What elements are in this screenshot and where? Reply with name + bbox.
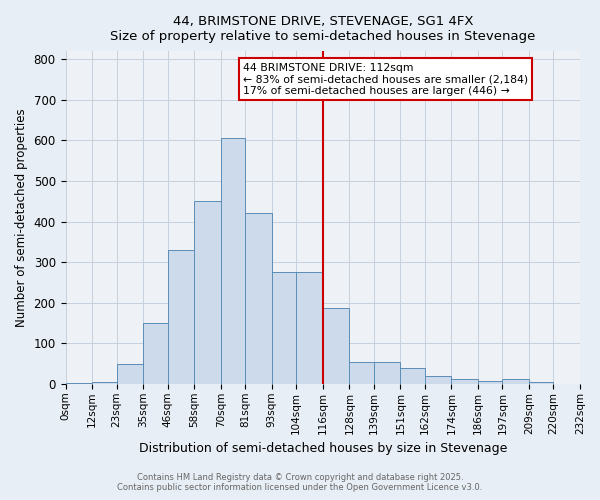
Bar <box>400 368 425 384</box>
Bar <box>194 202 221 384</box>
Bar <box>272 272 296 384</box>
Bar <box>143 323 167 384</box>
Bar <box>374 362 400 384</box>
Bar <box>425 376 451 384</box>
Bar <box>65 383 92 384</box>
Y-axis label: Number of semi-detached properties: Number of semi-detached properties <box>15 108 28 327</box>
Bar <box>478 380 502 384</box>
X-axis label: Distribution of semi-detached houses by size in Stevenage: Distribution of semi-detached houses by … <box>139 442 507 455</box>
Bar <box>323 308 349 384</box>
Bar <box>451 379 478 384</box>
Bar <box>116 364 143 384</box>
Title: 44, BRIMSTONE DRIVE, STEVENAGE, SG1 4FX
Size of property relative to semi-detach: 44, BRIMSTONE DRIVE, STEVENAGE, SG1 4FX … <box>110 15 535 43</box>
Bar <box>245 214 272 384</box>
Text: 44 BRIMSTONE DRIVE: 112sqm
← 83% of semi-detached houses are smaller (2,184)
17%: 44 BRIMSTONE DRIVE: 112sqm ← 83% of semi… <box>243 63 528 96</box>
Bar <box>92 382 116 384</box>
Bar <box>296 272 323 384</box>
Bar <box>502 379 529 384</box>
Text: Contains HM Land Registry data © Crown copyright and database right 2025.
Contai: Contains HM Land Registry data © Crown c… <box>118 473 482 492</box>
Bar <box>349 362 374 384</box>
Bar <box>221 138 245 384</box>
Bar <box>167 250 194 384</box>
Bar <box>529 382 553 384</box>
